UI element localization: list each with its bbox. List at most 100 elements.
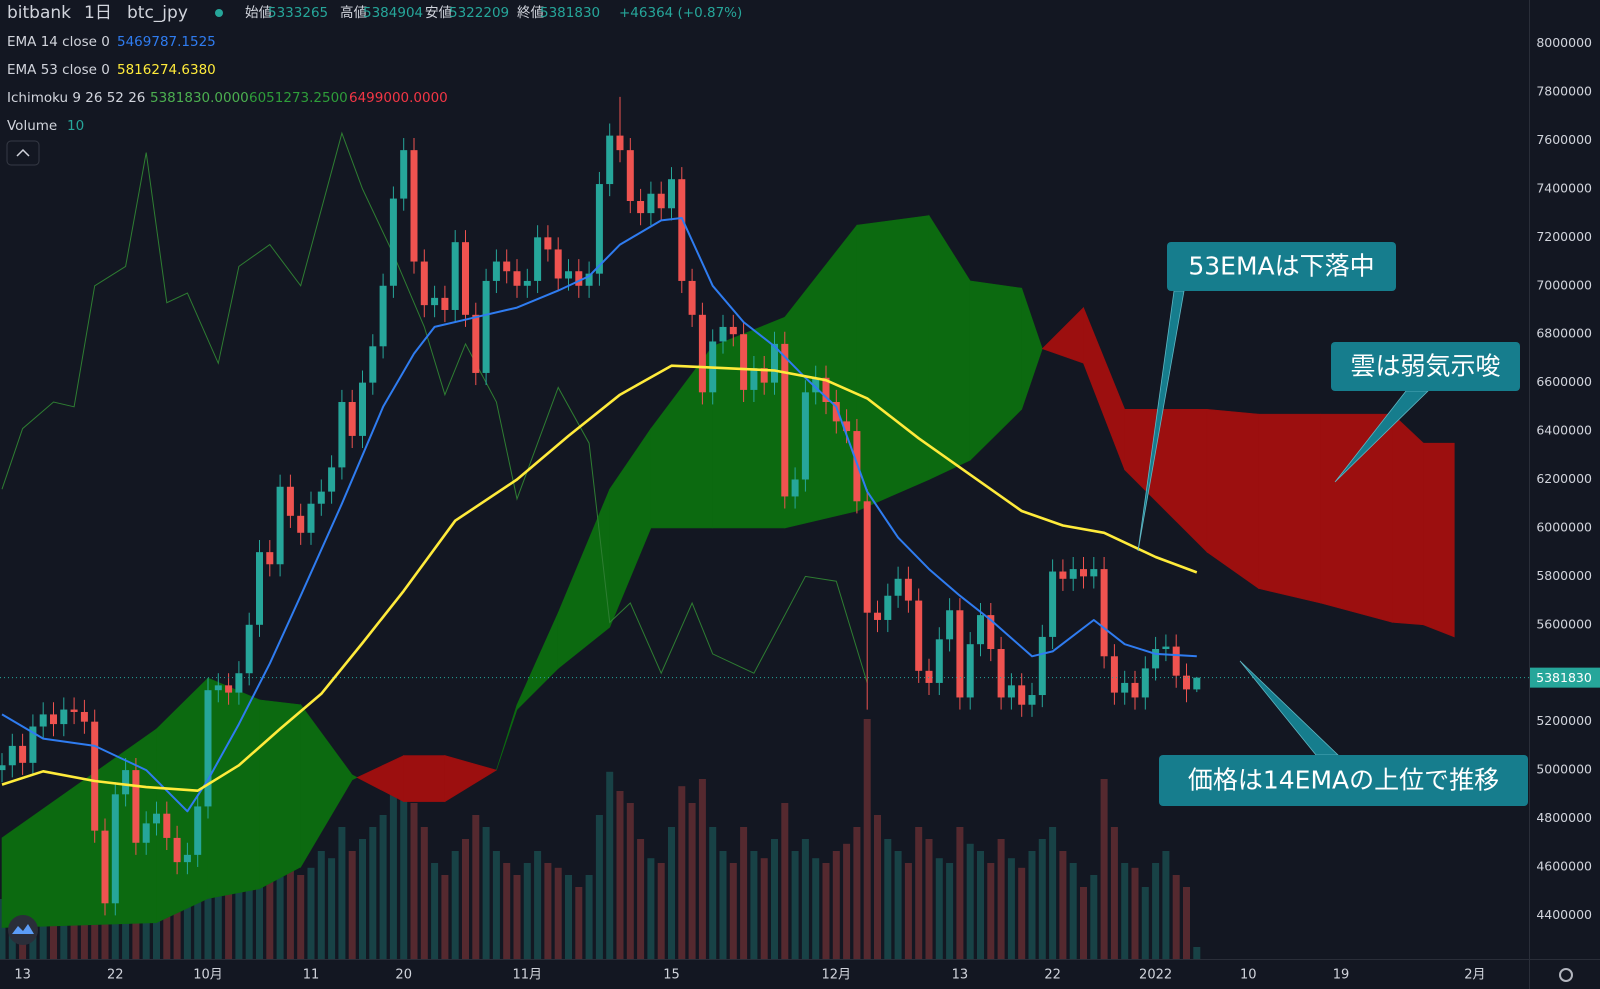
change: +46364 (+0.87%): [619, 5, 742, 21]
volume-bar: [1038, 839, 1046, 959]
x-tick-label: 10月: [193, 968, 223, 983]
callout-text: 雲は弱気示唆: [1350, 352, 1500, 381]
candle-body: [359, 382, 366, 436]
candle-body: [863, 501, 871, 613]
volume-bar: [1193, 947, 1201, 959]
candle-body: [389, 198, 397, 286]
volume-bar: [740, 827, 748, 959]
y-tick-label: 7000000: [1536, 277, 1592, 292]
candle-body: [1152, 649, 1160, 669]
candle-body: [771, 343, 778, 383]
volume-bar: [1059, 851, 1067, 959]
x-tick-label: 22: [107, 968, 124, 983]
y-tick-label: 5200000: [1536, 713, 1592, 728]
candle-body: [1162, 646, 1170, 650]
candle-body: [503, 261, 511, 272]
candle-body: [606, 135, 614, 185]
volume-bar: [338, 827, 346, 959]
candle-body: [523, 280, 531, 286]
candle-body: [668, 179, 675, 209]
volume-bar: [307, 867, 315, 959]
candle-body: [791, 479, 799, 497]
volume-bar: [1018, 867, 1026, 959]
volume-bar: [1069, 863, 1077, 959]
volume-bar: [791, 851, 799, 959]
volume-bar: [771, 839, 778, 959]
candle-body: [60, 709, 68, 725]
candle-body: [431, 297, 439, 306]
volume-bar: [915, 827, 923, 959]
candle-body: [204, 690, 212, 807]
x-tick-label: 12月: [822, 968, 852, 983]
candle-body: [822, 377, 830, 403]
volume-bar: [544, 863, 552, 959]
candle-body: [307, 503, 315, 533]
indicator-value: 5381830.0000: [150, 90, 249, 106]
volume-bar: [997, 839, 1005, 959]
volume-bar: [585, 875, 593, 959]
volume-bar: [626, 803, 634, 959]
volume-bar: [286, 863, 294, 959]
y-tick-label: 6000000: [1536, 519, 1592, 534]
volume-bar: [225, 887, 233, 959]
candle-body: [245, 624, 253, 674]
volume-bar: [956, 827, 964, 959]
volume-bar: [1080, 887, 1087, 959]
candle-body: [678, 179, 686, 281]
candle-body: [832, 402, 840, 422]
x-tick-label: 22: [1044, 968, 1061, 983]
volume-bar: [410, 803, 418, 959]
volume-bar: [1152, 863, 1160, 959]
candle-body: [29, 726, 37, 763]
volume-bar: [987, 863, 995, 959]
candle-body: [19, 745, 27, 763]
logo[interactable]: [8, 915, 38, 945]
volume-bar: [595, 815, 603, 959]
settings-button[interactable]: [1559, 968, 1573, 982]
volume-bar: [1172, 875, 1180, 959]
indicator-name: Volume: [7, 118, 57, 134]
x-tick-label: 13: [952, 968, 969, 983]
candle-body: [956, 610, 964, 698]
y-tick-label: 6600000: [1536, 374, 1592, 389]
candle-body: [884, 595, 892, 620]
candle-body: [286, 486, 294, 516]
volume-bar: [1131, 867, 1139, 959]
x-tick-label: 13: [14, 968, 31, 983]
cloud-segment: [403, 755, 446, 802]
volume-bar: [492, 851, 500, 959]
x-tick-label: 2022: [1139, 968, 1172, 983]
collapse-icon: [16, 148, 30, 157]
candle-body: [544, 237, 552, 250]
cloud-segment: [207, 677, 260, 899]
last-price-tag: [1530, 667, 1600, 688]
candle-body: [637, 201, 645, 214]
y-tick-label: 7400000: [1536, 180, 1592, 195]
candle-body: [513, 271, 521, 286]
candle-body: [1059, 571, 1067, 579]
volume-bar: [668, 827, 675, 959]
candle-body: [1183, 675, 1190, 690]
collapse-button[interactable]: [6, 140, 40, 166]
y-tick-label: 7800000: [1536, 84, 1592, 99]
candle-body: [400, 150, 408, 199]
candle-body: [812, 377, 820, 393]
candle-body: [1090, 569, 1098, 577]
volume-bar: [297, 875, 305, 959]
volume-bar: [256, 827, 263, 959]
candle-body: [183, 854, 191, 863]
volume-bar: [235, 875, 243, 959]
volume-bar: [1141, 887, 1149, 959]
candle-body: [338, 402, 346, 468]
volume-bar: [616, 791, 624, 959]
candle-body: [50, 714, 57, 725]
status-dot: [215, 9, 223, 17]
x-tick-label: 2月: [1464, 968, 1485, 983]
candle-body: [904, 578, 912, 601]
candle-body: [8, 745, 16, 766]
volume-bar: [647, 858, 655, 959]
x-tick-label: 11: [303, 968, 320, 983]
candle-body: [369, 346, 377, 383]
cloud-segment: [1320, 413, 1393, 623]
candle-body: [225, 685, 233, 693]
